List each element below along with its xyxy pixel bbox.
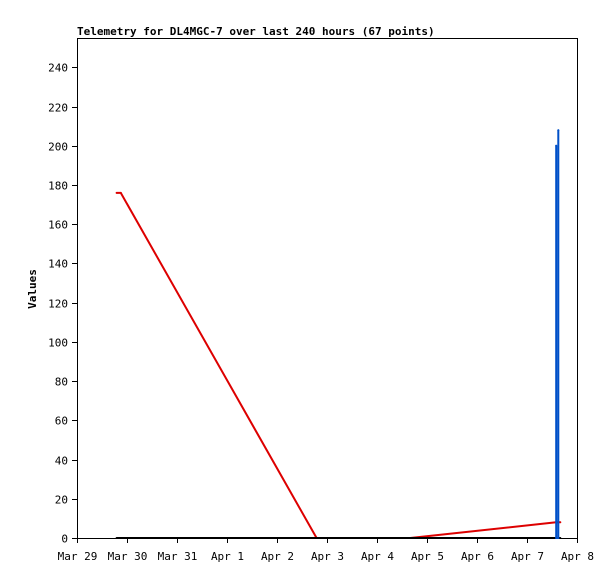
x-tick-label: Mar 29 xyxy=(58,550,98,563)
plot-area-frame xyxy=(77,38,578,539)
x-tick-label: Apr 5 xyxy=(411,550,444,563)
data-point xyxy=(557,537,560,539)
y-tick-label: 140 xyxy=(48,258,68,271)
series-layer xyxy=(115,129,562,539)
y-axis-label: Values xyxy=(26,269,39,309)
x-tick-label: Apr 8 xyxy=(561,550,594,563)
y-tick-label: 200 xyxy=(48,141,68,154)
x-tick-label: Mar 30 xyxy=(108,550,148,563)
y-tick-label: 80 xyxy=(55,376,68,389)
y-tick-label: 220 xyxy=(48,102,68,115)
y-tick-label: 60 xyxy=(55,415,68,428)
x-tick-label: Apr 2 xyxy=(261,550,294,563)
x-tick-label: Mar 31 xyxy=(158,550,198,563)
x-tick-label: Apr 6 xyxy=(461,550,494,563)
x-tick-label: Apr 1 xyxy=(211,550,244,563)
data-point xyxy=(559,537,562,539)
x-tick-label: Apr 7 xyxy=(511,550,544,563)
x-tick-label: Apr 4 xyxy=(361,550,394,563)
data-point xyxy=(557,129,560,132)
y-tick-label: 180 xyxy=(48,180,68,193)
y-tick-label: 0 xyxy=(61,533,68,546)
data-point xyxy=(115,191,118,194)
chart-title: Telemetry for DL4MGC-7 over last 240 hou… xyxy=(77,25,435,38)
series-line-3 xyxy=(555,129,560,539)
data-point xyxy=(559,521,562,524)
y-tick-label: 20 xyxy=(55,494,68,507)
y-axis: 0 20 40 60 80 100 120 140 160 180 200 220 240 xyxy=(48,62,77,546)
y-tick-label: 100 xyxy=(48,337,68,350)
y-tick-label: 160 xyxy=(48,219,68,232)
data-point xyxy=(555,144,558,147)
data-point xyxy=(119,191,122,194)
data-point xyxy=(115,537,118,539)
series-line-1 xyxy=(116,191,561,539)
x-tick-label: Apr 3 xyxy=(311,550,344,563)
x-axis: Mar 29 Mar 30 Mar 31 Apr 1 Apr 2 Apr 3 Apr 4 Ap… xyxy=(58,538,594,563)
y-tick-label: 40 xyxy=(55,455,68,468)
y-tick-label: 120 xyxy=(48,298,68,311)
data-point xyxy=(555,537,558,539)
y-tick-label: 240 xyxy=(48,62,68,75)
